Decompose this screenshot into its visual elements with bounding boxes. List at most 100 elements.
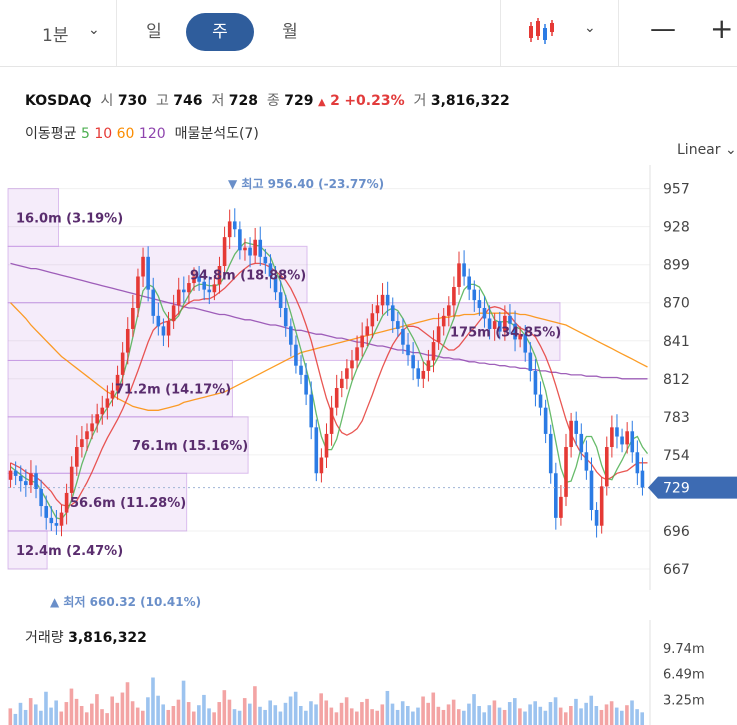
- ma60-label: 60: [116, 126, 135, 142]
- volume-bar: [217, 702, 222, 725]
- volume-bar: [620, 710, 624, 725]
- indicator-legend[interactable]: 이동평균 5 10 60 120 매물분석도(7): [25, 123, 259, 143]
- candle-body: [548, 433, 553, 474]
- volume-bar: [589, 695, 594, 725]
- candle-body: [528, 352, 533, 371]
- close-value: 729: [284, 93, 314, 109]
- candle-body: [156, 315, 161, 327]
- candle-body: [594, 509, 599, 526]
- candle-body: [192, 276, 196, 284]
- volume-bar: [625, 705, 629, 725]
- price-chart[interactable]: 957 928 899 870 841 812 783 754 696 667 12.4m (2.4…: [0, 165, 737, 610]
- candle-body: [202, 281, 206, 290]
- candle-body: [299, 365, 303, 375]
- volume-bar: [293, 691, 298, 725]
- volume-bar: [349, 708, 354, 725]
- volume-bar: [370, 709, 374, 725]
- candle-body: [416, 368, 421, 379]
- candle-body: [630, 431, 635, 453]
- open-label: 시: [100, 93, 114, 109]
- volume-bar: [176, 699, 181, 725]
- volume-bar: [426, 702, 430, 725]
- change-percent: +0.23%: [344, 93, 405, 109]
- candle-body: [503, 315, 507, 332]
- candle-body: [314, 427, 319, 474]
- volume-bar: [84, 712, 89, 725]
- candle-body: [217, 266, 222, 285]
- candle-body: [54, 523, 59, 526]
- low-value: 728: [228, 93, 259, 109]
- scale-select[interactable]: Linear ⌄: [677, 142, 737, 158]
- candlestick-chart-type-icon[interactable]: [528, 16, 558, 46]
- volume-bar: [207, 708, 211, 725]
- volume-bar: [558, 707, 563, 725]
- candle-body: [222, 237, 227, 267]
- candle-body: [273, 276, 278, 293]
- volume-bar: [90, 703, 94, 725]
- candle-body: [207, 289, 212, 293]
- volume-bar: [242, 698, 247, 725]
- candle-body: [375, 305, 380, 314]
- volume-bar: [385, 690, 390, 725]
- volume-bar: [518, 708, 522, 725]
- y-tick-label: 812: [663, 372, 690, 388]
- candle-body: [90, 423, 94, 432]
- chevron-down-icon[interactable]: ⌄: [88, 22, 100, 38]
- candle-body: [492, 321, 497, 329]
- candle-body: [365, 326, 370, 336]
- zoom-out-button[interactable]: —: [650, 14, 676, 44]
- volume-chart: 9.74m 6.49m 3.25m: [8, 620, 705, 725]
- volume-bar: [548, 702, 553, 725]
- volume-bar: [59, 711, 64, 725]
- volume-bar: [538, 706, 543, 725]
- candle-body: [238, 229, 242, 251]
- volume-bar: [497, 707, 502, 725]
- zoom-in-button[interactable]: +: [710, 12, 734, 45]
- candle-body: [125, 328, 130, 353]
- volume-bar: [579, 708, 583, 725]
- candle-body: [8, 470, 13, 480]
- candle-body: [64, 492, 69, 513]
- y-tick-label: 667: [663, 562, 690, 578]
- candle-body: [339, 378, 344, 388]
- candle-body: [166, 321, 171, 336]
- candle-body: [482, 307, 487, 319]
- tab-day[interactable]: 일: [146, 22, 162, 42]
- volume-bar: [74, 698, 79, 725]
- candle-body: [95, 414, 99, 424]
- volume-bar: [395, 709, 400, 725]
- candle-body: [131, 307, 135, 329]
- candle-body: [579, 433, 584, 453]
- volume-bar: [49, 707, 53, 725]
- volume-bar: [171, 706, 176, 725]
- volume-bar: [298, 706, 303, 725]
- candle-body: [243, 247, 247, 251]
- moving-average-label: 이동평균: [25, 126, 77, 142]
- candle-body: [640, 470, 645, 488]
- candle-body: [258, 239, 263, 257]
- candle-body: [34, 473, 38, 489]
- volume-bar: [431, 692, 436, 725]
- candle-body: [411, 355, 415, 369]
- tab-month[interactable]: 월: [282, 22, 298, 42]
- interval-select[interactable]: 1분: [42, 26, 69, 46]
- candle-body: [110, 390, 115, 399]
- candle-body: [472, 289, 477, 301]
- candle-body: [334, 387, 339, 408]
- volume-bar: [446, 704, 451, 725]
- candle-body: [309, 394, 314, 428]
- volume-bar: [472, 694, 476, 725]
- volume-bar: [120, 692, 125, 725]
- volume-value: 3,816,322: [430, 93, 510, 109]
- tab-week[interactable]: 주: [186, 13, 254, 51]
- volume-bar: [609, 701, 614, 725]
- chevron-down-icon[interactable]: ⌄: [584, 20, 596, 36]
- candle-body: [294, 344, 298, 366]
- volume-bar: [212, 712, 216, 725]
- candle-body: [80, 439, 84, 448]
- y-tick-label: 899: [663, 258, 690, 274]
- candle-body: [171, 305, 176, 322]
- volume-profile-bar: [7, 416, 249, 474]
- candle-body: [49, 517, 54, 524]
- candle-body: [538, 394, 543, 408]
